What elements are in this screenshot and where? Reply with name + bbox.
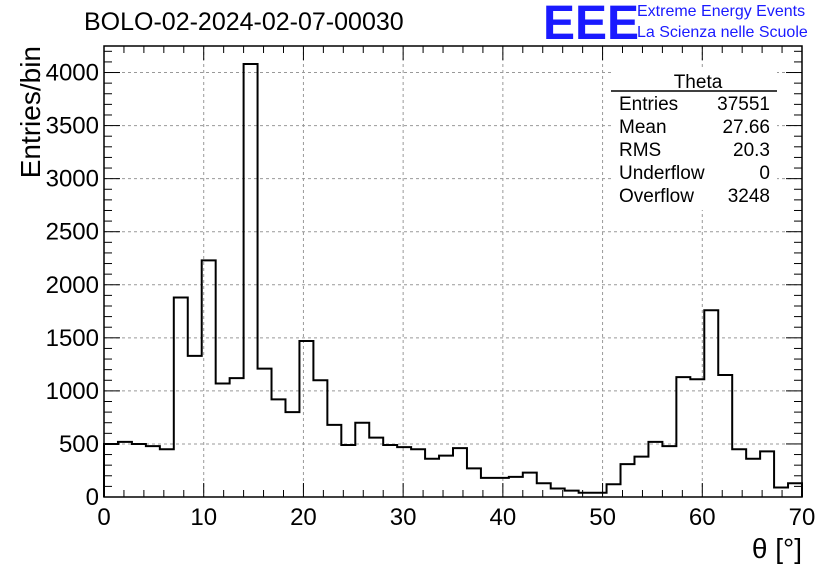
x-tick-label: 0	[97, 504, 110, 531]
x-tick-label: 10	[190, 504, 217, 531]
stats-row-label: Underflow	[619, 163, 705, 184]
stats-box-background	[611, 70, 777, 210]
stats-row-value: 20.3	[733, 140, 770, 161]
x-tick-label: 40	[490, 504, 517, 531]
stats-row-label: Overflow	[619, 186, 694, 207]
x-tick-label: 60	[689, 504, 716, 531]
x-tick-label: 30	[390, 504, 417, 531]
y-tick-label: 2000	[46, 272, 99, 299]
stats-row-value: 3248	[728, 186, 770, 207]
y-tick-label: 1000	[46, 378, 99, 405]
y-tick-label: 2500	[46, 219, 99, 246]
x-axis-title: θ [°]	[752, 533, 802, 564]
y-tick-label: 3500	[46, 113, 99, 140]
plot-frame	[103, 45, 803, 498]
stats-row-label: Mean	[619, 117, 667, 138]
y-tick-label: 1500	[46, 325, 99, 352]
x-tick-label: 20	[290, 504, 317, 531]
y-tick-label: 4000	[46, 60, 99, 87]
y-tick-label: 3000	[46, 166, 99, 193]
eee-logo-icon: EEE	[543, 0, 640, 50]
stats-row-label: Entries	[619, 94, 678, 115]
y-tick-labels: 0 500 1000 1500 2000 2500 3000 3500 4000	[46, 60, 99, 511]
histogram-series	[103, 63, 803, 497]
y-tick-label: 0	[86, 484, 99, 511]
stats-row-value: 0	[759, 163, 770, 184]
logo-text-line1: Extreme Energy Events	[637, 3, 806, 20]
x-tick-labels: 0 10 20 30 40 50 60 70	[97, 504, 815, 531]
stats-row-label: RMS	[619, 140, 661, 161]
stats-box: Theta Entries 37551 Mean 27.66 RMS 20.3 Underf…	[611, 70, 777, 210]
stats-row-value: 37551	[717, 94, 770, 115]
grid-lines	[104, 46, 802, 497]
x-tick-label: 50	[589, 504, 616, 531]
y-tick-label: 500	[59, 431, 99, 458]
stats-row-value: 27.66	[722, 117, 770, 138]
y-axis-title: Entries/bin	[15, 46, 46, 178]
axis-ticks	[103, 46, 803, 498]
chart-title: BOLO-02-2024-02-07-00030	[84, 8, 404, 36]
logo-text-line2: La Scienza nelle Scuole	[637, 24, 808, 41]
x-tick-label: 70	[789, 504, 816, 531]
stats-title: Theta	[674, 72, 723, 93]
